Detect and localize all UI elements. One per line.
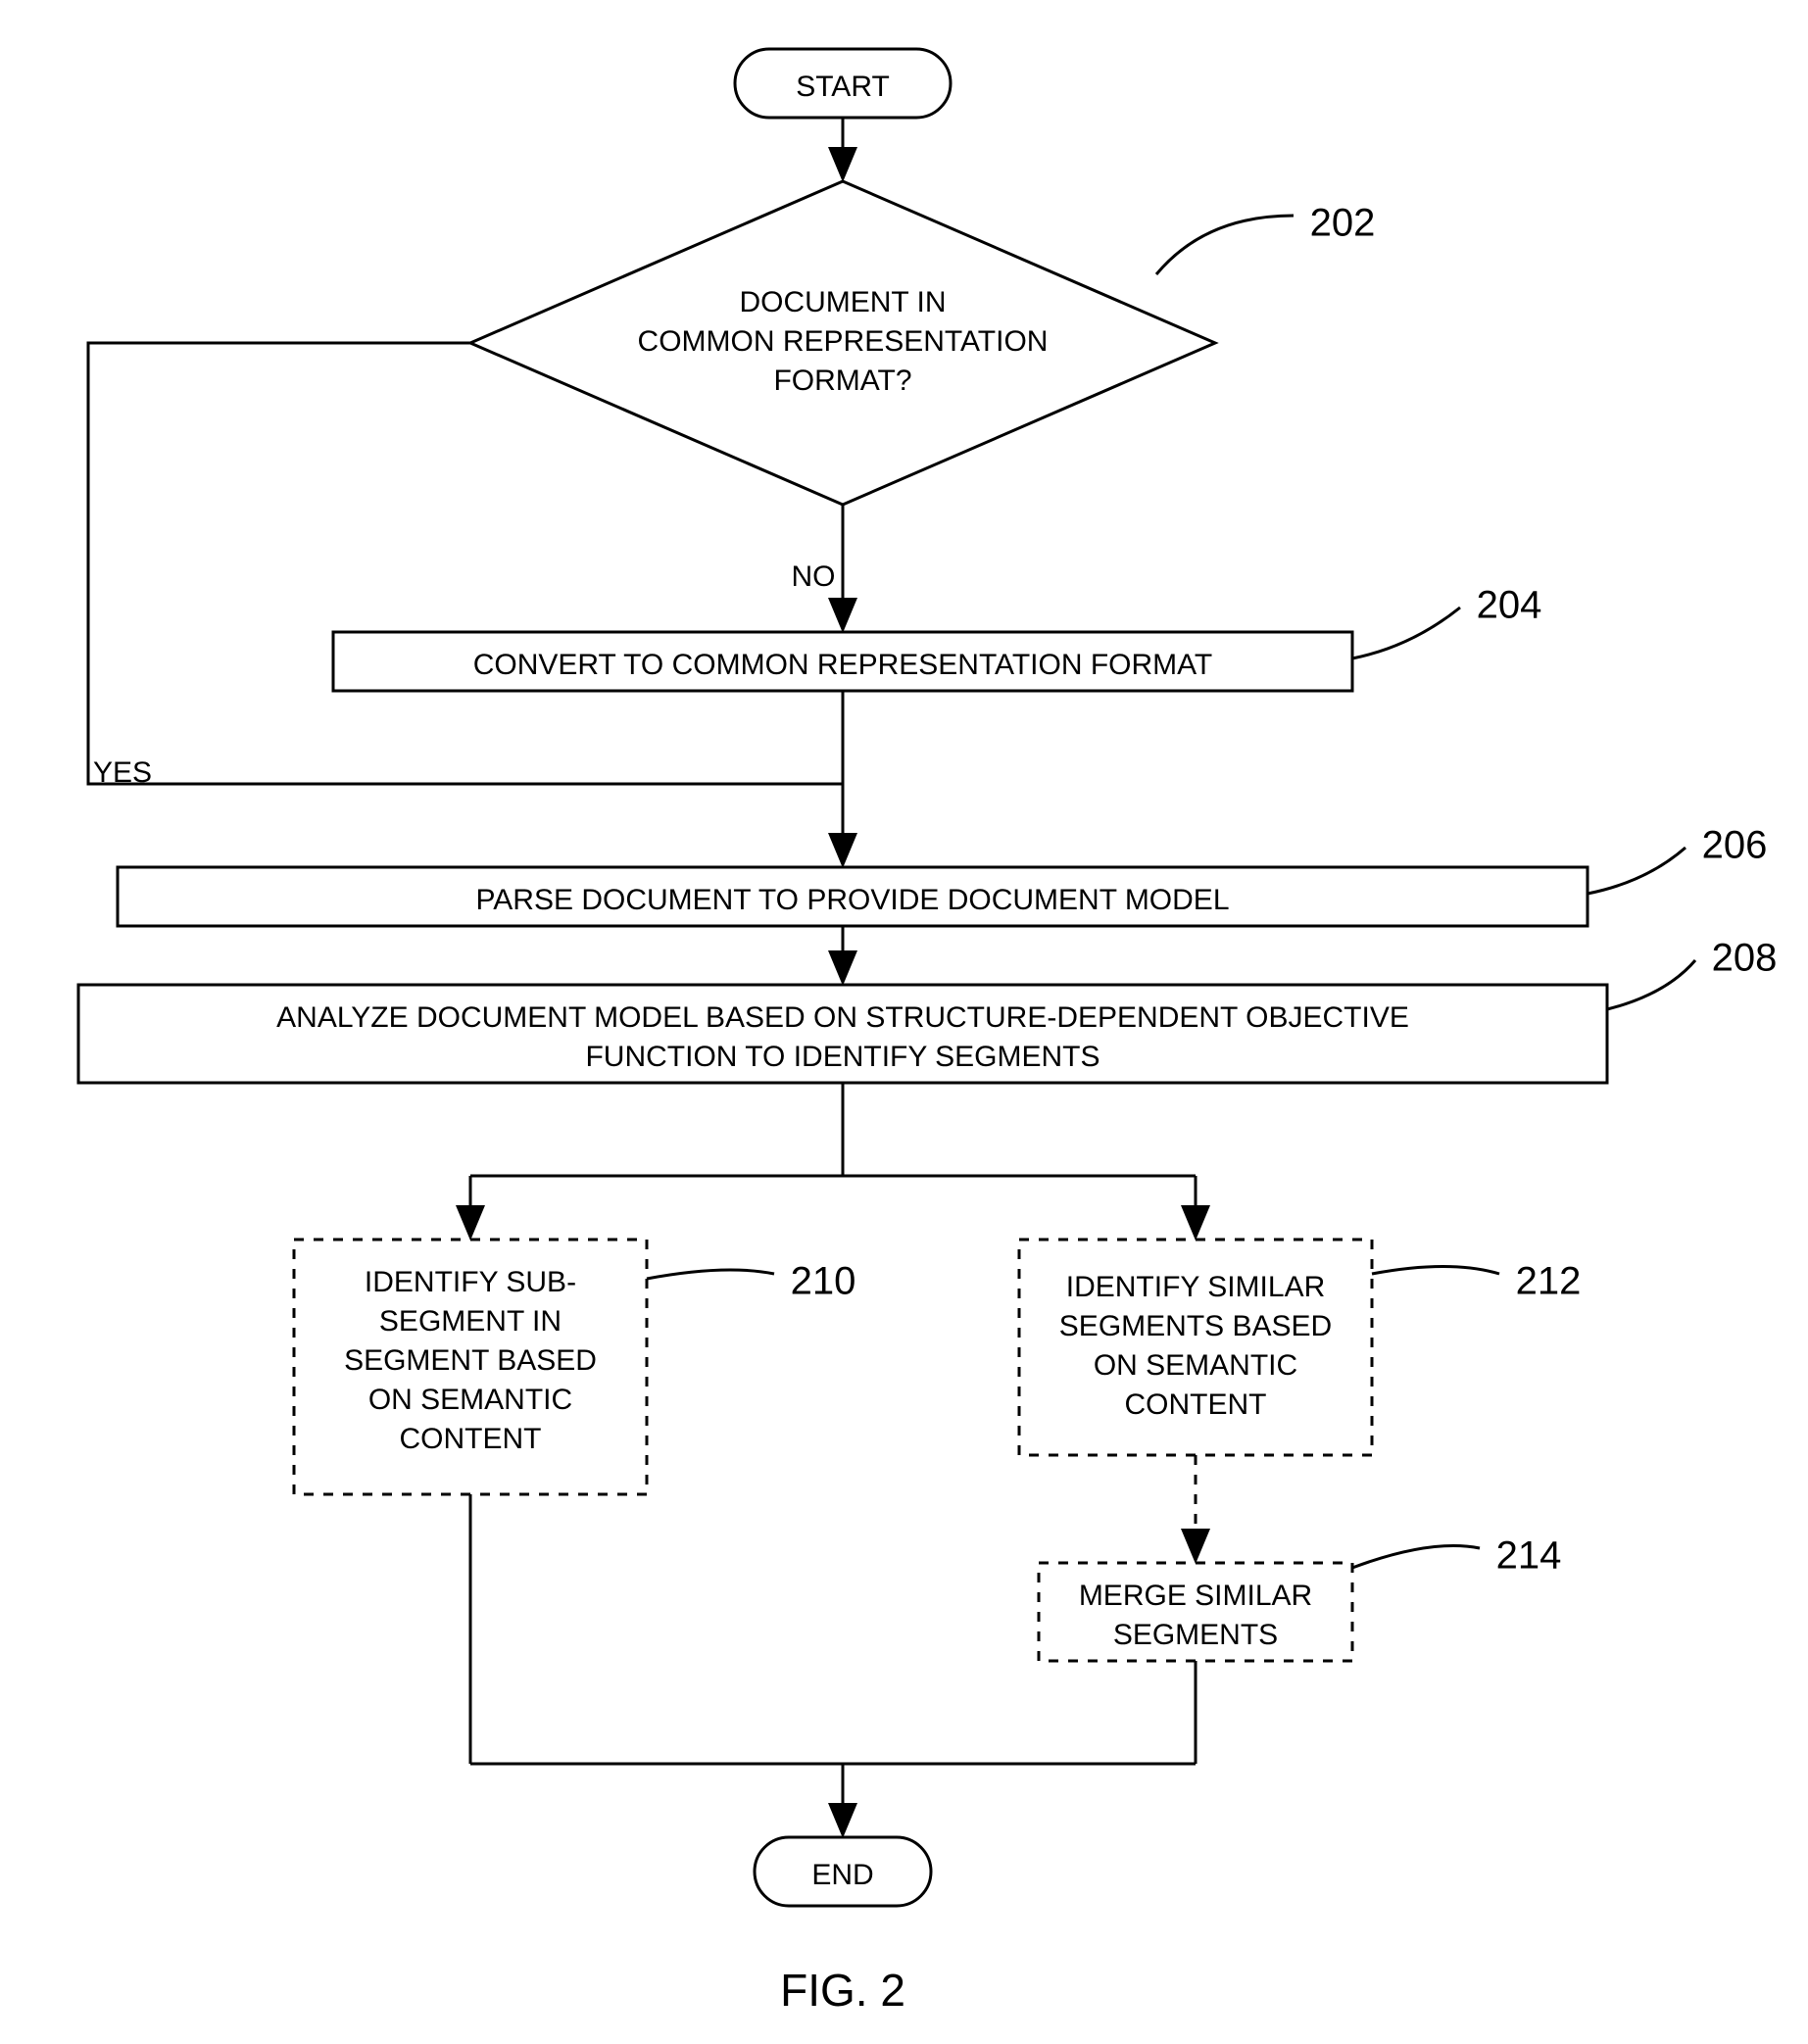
- parse-label: PARSE DOCUMENT TO PROVIDE DOCUMENT MODEL: [476, 884, 1230, 916]
- analyze-line1: ANALYZE DOCUMENT MODEL BASED ON STRUCTUR…: [276, 1001, 1409, 1034]
- decision-line2: COMMON REPRESENTATION: [638, 325, 1049, 358]
- identify-similar-l4: CONTENT: [1125, 1388, 1267, 1421]
- no-label: NO: [792, 560, 836, 593]
- end-label: END: [811, 1859, 873, 1891]
- flowchart-svg: START DOCUMENT IN COMMON REPRESENTATION …: [0, 0, 1808, 2044]
- edge-yes-path: [88, 343, 843, 784]
- merge-node: MERGE SIMILAR SEGMENTS: [1039, 1563, 1352, 1661]
- identify-sub-l5: CONTENT: [400, 1423, 542, 1455]
- ref-208-leader: [1607, 960, 1695, 1009]
- analyze-node: ANALYZE DOCUMENT MODEL BASED ON STRUCTUR…: [78, 985, 1607, 1083]
- identify-similar-l2: SEGMENTS BASED: [1059, 1310, 1332, 1342]
- ref-214-leader: [1352, 1546, 1480, 1569]
- convert-node: CONVERT TO COMMON REPRESENTATION FORMAT: [333, 632, 1352, 691]
- end-node: END: [755, 1837, 931, 1906]
- ref-204-leader: [1352, 608, 1460, 658]
- ref-202: 202: [1310, 202, 1376, 245]
- decision-node: DOCUMENT IN COMMON REPRESENTATION FORMAT…: [470, 181, 1215, 505]
- identify-similar-l3: ON SEMANTIC: [1094, 1349, 1297, 1382]
- parse-node: PARSE DOCUMENT TO PROVIDE DOCUMENT MODEL: [118, 867, 1588, 926]
- start-label: START: [796, 71, 890, 103]
- identify-sub-l3: SEGMENT BASED: [344, 1344, 597, 1377]
- identify-sub-l1: IDENTIFY SUB-: [365, 1266, 576, 1298]
- ref-206-leader: [1588, 848, 1686, 894]
- ref-206: 206: [1702, 824, 1768, 867]
- yes-label: YES: [93, 756, 152, 789]
- ref-210-leader: [647, 1270, 774, 1279]
- merge-l1: MERGE SIMILAR: [1079, 1580, 1312, 1612]
- identify-sub-l2: SEGMENT IN: [379, 1305, 562, 1338]
- convert-label: CONVERT TO COMMON REPRESENTATION FORMAT: [473, 649, 1213, 681]
- ref-214: 214: [1496, 1534, 1562, 1578]
- start-node: START: [735, 49, 951, 118]
- analyze-line2: FUNCTION TO IDENTIFY SEGMENTS: [585, 1041, 1099, 1073]
- decision-line3: FORMAT?: [773, 365, 911, 397]
- ref-204: 204: [1477, 584, 1542, 627]
- ref-212: 212: [1516, 1260, 1582, 1303]
- ref-202-leader: [1156, 216, 1294, 274]
- identify-sub-node: IDENTIFY SUB- SEGMENT IN SEGMENT BASED O…: [294, 1240, 647, 1494]
- identify-similar-l1: IDENTIFY SIMILAR: [1066, 1271, 1326, 1303]
- identify-similar-node: IDENTIFY SIMILAR SEGMENTS BASED ON SEMAN…: [1019, 1240, 1372, 1455]
- figure-caption: FIG. 2: [780, 1965, 905, 2016]
- identify-sub-l4: ON SEMANTIC: [368, 1384, 572, 1416]
- ref-212-leader: [1372, 1267, 1499, 1275]
- decision-line1: DOCUMENT IN: [739, 286, 946, 318]
- ref-210: 210: [791, 1260, 856, 1303]
- merge-l2: SEGMENTS: [1113, 1619, 1278, 1651]
- ref-208: 208: [1712, 937, 1778, 980]
